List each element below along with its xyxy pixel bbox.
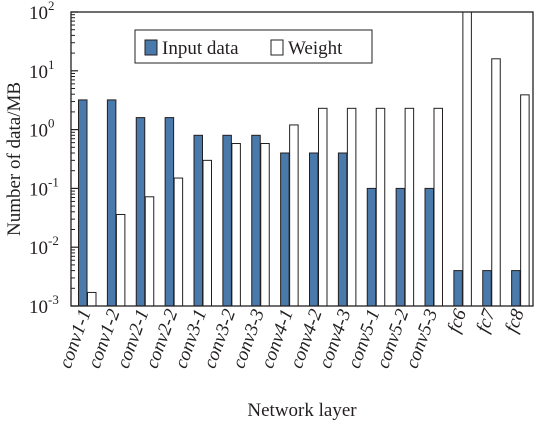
bar-input-data-conv5-3 [424, 187, 434, 307]
bar-weight-conv5-2 [404, 107, 415, 307]
bar-input-data-conv5-2 [395, 187, 406, 307]
bar-input-data-fc8 [511, 270, 521, 307]
y-tick-label: 10-1 [29, 174, 59, 200]
bar-input-data-conv5-1 [366, 187, 377, 307]
bar-input-data-fc7 [482, 270, 492, 307]
bar-weight-conv2-2 [173, 177, 184, 307]
plot-frame [70, 11, 534, 307]
x-tick-label-fc7: fc7 [472, 305, 500, 335]
legend-box [134, 29, 373, 64]
y-tick-label: 100 [29, 116, 55, 142]
x-tick-label-fc8: fc8 [501, 306, 529, 335]
legend-swatch-input-data [144, 39, 158, 56]
bar-weight-conv2-1 [144, 196, 155, 307]
y-tick-label: 10-2 [29, 233, 59, 259]
bar-weight-conv5-1 [375, 107, 386, 307]
bar-input-data-conv1-2 [106, 99, 117, 307]
legend: Input data Weight [134, 29, 373, 64]
bar-weight-conv5-3 [433, 107, 443, 307]
x-axis: conv1-1conv1-2conv2-1conv2-2conv3-1conv3… [55, 305, 529, 371]
legend-swatch-weight [270, 39, 284, 56]
bar-weight-conv3-2 [231, 143, 241, 307]
bar-weight-conv1-1 [87, 291, 97, 307]
bar-input-data-conv3-2 [222, 134, 232, 307]
bar-weight-fc8 [520, 94, 530, 307]
y-axis-title: Number of data/MB [4, 82, 25, 236]
bar-input-data-conv3-3 [251, 134, 261, 307]
bar-input-data-conv4-3 [337, 152, 348, 307]
bar-input-data-conv1-1 [78, 99, 88, 307]
bars-layer [78, 11, 530, 307]
bar-weight-fc6 [462, 11, 472, 307]
bar-input-data-conv4-2 [309, 152, 319, 307]
legend-label-weight: Weight [288, 38, 343, 59]
bar-weight-conv4-3 [346, 107, 357, 307]
bar-input-data-conv3-1 [193, 134, 203, 307]
y-tick-label: 102 [29, 0, 55, 24]
bar-weight-conv4-1 [289, 124, 299, 307]
bar-input-data-fc6 [453, 270, 463, 307]
bar-weight-conv1-2 [115, 213, 126, 307]
bar-input-data-conv2-2 [164, 117, 175, 307]
bar-weight-conv3-1 [202, 159, 212, 307]
x-tick-label-fc6: fc6 [443, 306, 471, 335]
y-tick-label: 101 [29, 57, 55, 83]
bar-weight-conv3-3 [260, 143, 270, 307]
bar-input-data-conv4-1 [280, 152, 290, 307]
x-axis-title: Network layer [247, 400, 357, 421]
legend-label-input-data: Input data [162, 38, 239, 59]
y-tick-label: 10-3 [29, 292, 59, 318]
bar-weight-conv4-2 [318, 107, 328, 307]
bar-input-data-conv2-1 [135, 117, 146, 307]
bar-weight-fc7 [491, 58, 501, 307]
